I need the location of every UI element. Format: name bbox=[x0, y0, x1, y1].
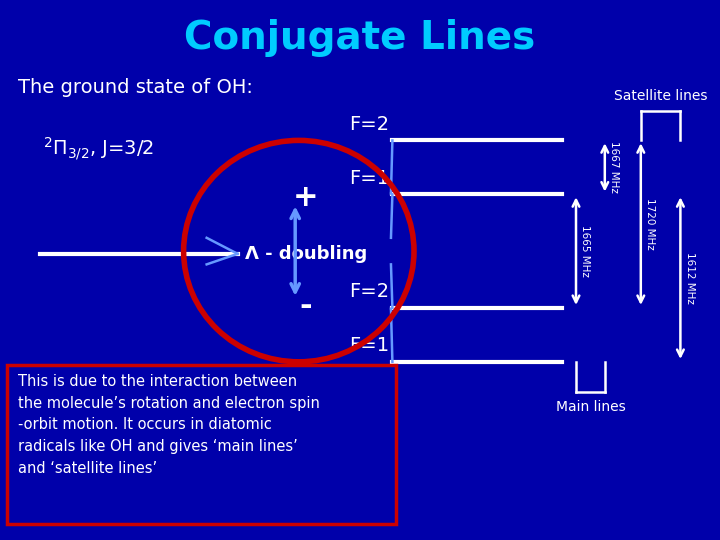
Text: This is due to the interaction between
the molecule’s rotation and electron spin: This is due to the interaction between t… bbox=[18, 374, 320, 476]
Text: F=2: F=2 bbox=[348, 115, 389, 134]
Text: 1667 MHz: 1667 MHz bbox=[609, 141, 619, 193]
Text: Conjugate Lines: Conjugate Lines bbox=[184, 19, 536, 57]
Text: -: - bbox=[300, 292, 312, 321]
Bar bbox=[7, 364, 396, 524]
Text: F=1: F=1 bbox=[348, 169, 389, 188]
Text: Satellite lines: Satellite lines bbox=[614, 89, 707, 103]
Text: F=2: F=2 bbox=[348, 282, 389, 301]
Text: 1720 MHz: 1720 MHz bbox=[645, 198, 655, 250]
Text: The ground state of OH:: The ground state of OH: bbox=[18, 78, 253, 97]
Text: F=1: F=1 bbox=[348, 336, 389, 355]
Text: 1665 MHz: 1665 MHz bbox=[580, 225, 590, 277]
Text: $^2\Pi_{3/2}$, J=3/2: $^2\Pi_{3/2}$, J=3/2 bbox=[43, 135, 155, 162]
Text: Λ - doubling: Λ - doubling bbox=[245, 245, 367, 263]
Text: +: + bbox=[293, 184, 319, 212]
Text: 1612 MHz: 1612 MHz bbox=[685, 252, 695, 304]
Text: Main lines: Main lines bbox=[556, 400, 625, 414]
